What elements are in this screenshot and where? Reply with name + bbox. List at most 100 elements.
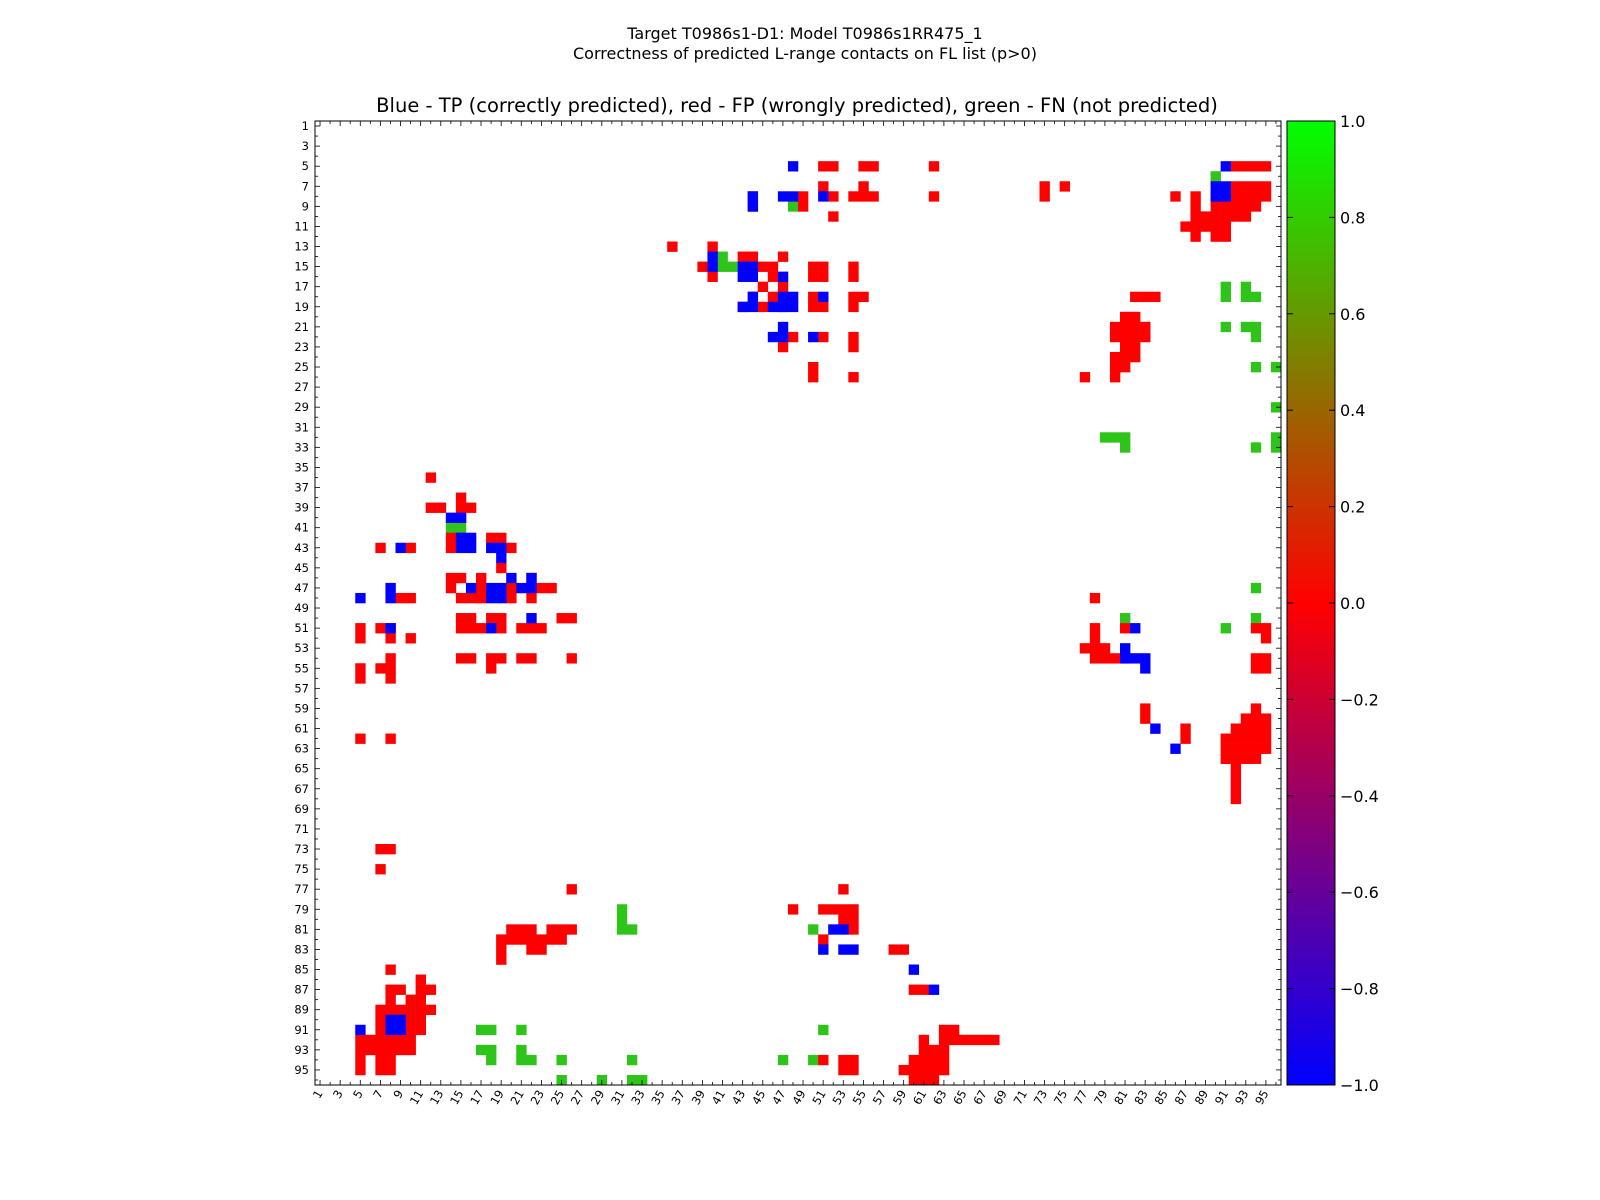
x-tick-label: 53	[829, 1088, 848, 1108]
fp-cell	[1240, 733, 1252, 744]
fp-cell	[1140, 703, 1151, 714]
fp-cell	[355, 633, 366, 644]
x-tick-label: 11	[407, 1088, 426, 1108]
y-tick-label: 93	[294, 1043, 309, 1057]
fp-cell	[1109, 331, 1121, 343]
fp-cell	[385, 994, 396, 1005]
fp-cell	[1190, 221, 1201, 232]
fp-cell	[1250, 723, 1262, 734]
fp-cell	[375, 1054, 386, 1066]
fp-cell	[355, 623, 366, 634]
x-tick-label: 87	[1172, 1088, 1191, 1108]
fp-cell	[1230, 733, 1242, 744]
colorbar-tick-label: −0.4	[1340, 787, 1379, 806]
fp-cell	[918, 1044, 930, 1056]
y-tick-label: 41	[294, 521, 309, 535]
x-tick-label: 1	[310, 1088, 326, 1101]
y-tick-label: 21	[294, 320, 309, 334]
fp-cell	[888, 944, 899, 955]
fp-cell	[465, 502, 477, 513]
tp-cell	[1170, 743, 1181, 754]
fp-cell	[405, 633, 416, 644]
fp-cell	[1230, 181, 1242, 192]
fn-cell	[808, 924, 819, 935]
y-tick-label: 79	[294, 902, 309, 916]
fp-cell	[1109, 372, 1121, 383]
fp-cell	[516, 653, 527, 664]
fp-cell	[536, 934, 547, 945]
tp-cell	[455, 512, 467, 523]
tp-cell	[496, 542, 507, 554]
fp-cell	[1240, 713, 1252, 724]
y-tick-label: 17	[294, 280, 309, 294]
x-tick-label: 59	[890, 1088, 909, 1108]
tp-cell	[787, 161, 799, 172]
fp-cell	[385, 1044, 396, 1056]
fp-cell	[395, 1044, 406, 1056]
fp-cell	[1150, 291, 1161, 303]
fp-cell	[375, 1024, 386, 1036]
fp-cell	[1059, 181, 1070, 192]
fn-cell	[717, 251, 728, 262]
fp-cell	[355, 1044, 366, 1056]
colorbar-tick-label: 1.0	[1340, 112, 1365, 131]
fp-cell	[777, 341, 789, 353]
fp-cell	[838, 1054, 849, 1066]
y-tick-label: 39	[294, 501, 309, 515]
fp-cell	[938, 1064, 950, 1076]
fp-cell	[808, 261, 819, 272]
y-tick-label: 61	[294, 722, 309, 736]
fn-cell	[486, 1024, 497, 1036]
y-tick-label: 35	[294, 460, 309, 474]
fn-cell	[516, 1044, 527, 1056]
fp-cell	[1220, 753, 1231, 764]
fp-cell	[506, 592, 517, 604]
tp-cell	[486, 582, 497, 594]
fp-cell	[969, 1034, 980, 1046]
tp-cell	[818, 291, 829, 303]
tp-cell	[1150, 723, 1161, 734]
fp-cell	[1130, 311, 1141, 323]
fn-cell	[1250, 362, 1262, 373]
y-tick-label: 77	[294, 882, 309, 896]
fp-cell	[818, 301, 829, 313]
tp-cell	[767, 301, 779, 313]
y-tick-label: 5	[302, 159, 309, 173]
fp-cell	[818, 181, 829, 192]
fp-cell	[858, 161, 869, 172]
fp-cell	[496, 562, 507, 574]
fn-cell	[445, 522, 457, 534]
fp-cell	[898, 944, 909, 955]
tp-cell	[385, 582, 396, 594]
fp-cell	[848, 372, 859, 383]
tp-cell	[908, 964, 920, 975]
x-tick-label: 69	[990, 1088, 1009, 1108]
fp-cell	[1250, 181, 1262, 192]
fp-cell	[556, 934, 567, 945]
fp-cell	[556, 613, 567, 624]
fp-cell	[1089, 633, 1101, 644]
fp-cell	[1260, 663, 1272, 674]
tp-cell	[747, 261, 759, 272]
fp-cell	[1250, 161, 1262, 172]
y-tick-label: 95	[294, 1063, 309, 1077]
fp-cell	[526, 592, 537, 604]
fp-cell	[1240, 191, 1252, 202]
fp-cell	[838, 884, 849, 895]
y-tick-label: 59	[294, 701, 309, 715]
fp-cell	[838, 904, 849, 915]
fn-cell	[616, 914, 628, 925]
figure-title-line2: Correctness of predicted L-range contact…	[573, 44, 1037, 63]
fp-cell	[808, 372, 819, 383]
y-tick-label: 73	[294, 842, 309, 856]
fp-cell	[1260, 743, 1272, 754]
y-tick-label: 63	[294, 742, 309, 756]
tp-cell	[395, 1024, 406, 1036]
y-tick-label: 25	[294, 360, 309, 374]
colorbar-tick-label: 0.8	[1340, 208, 1365, 227]
y-tick-label: 37	[294, 481, 309, 495]
fn-cell	[1250, 582, 1262, 594]
fp-cell	[435, 502, 447, 513]
fp-cell	[1210, 201, 1221, 212]
tp-cell	[747, 271, 759, 282]
